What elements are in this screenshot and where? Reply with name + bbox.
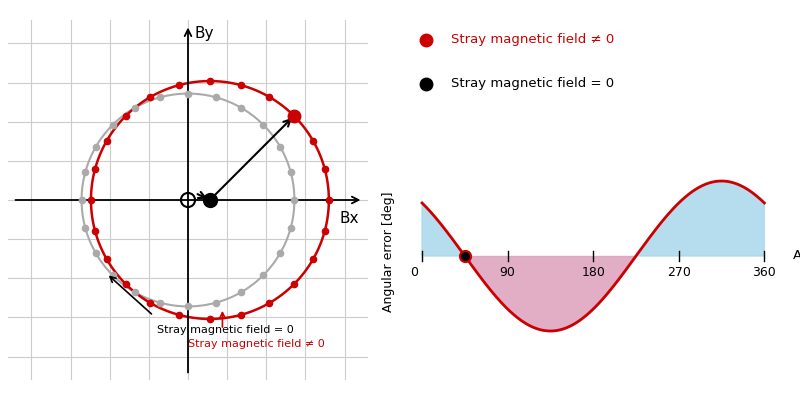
Text: Stray magnetic field ≠ 0: Stray magnetic field ≠ 0 <box>188 339 325 349</box>
Text: Bx: Bx <box>339 211 358 226</box>
Text: Stray magnetic field ≠ 0: Stray magnetic field ≠ 0 <box>450 34 614 46</box>
Text: Stray magnetic field = 0: Stray magnetic field = 0 <box>157 325 294 335</box>
Text: Stray magnetic field = 0: Stray magnetic field = 0 <box>450 78 614 90</box>
Text: Angular error [deg]: Angular error [deg] <box>382 192 394 312</box>
Text: By: By <box>194 26 214 41</box>
